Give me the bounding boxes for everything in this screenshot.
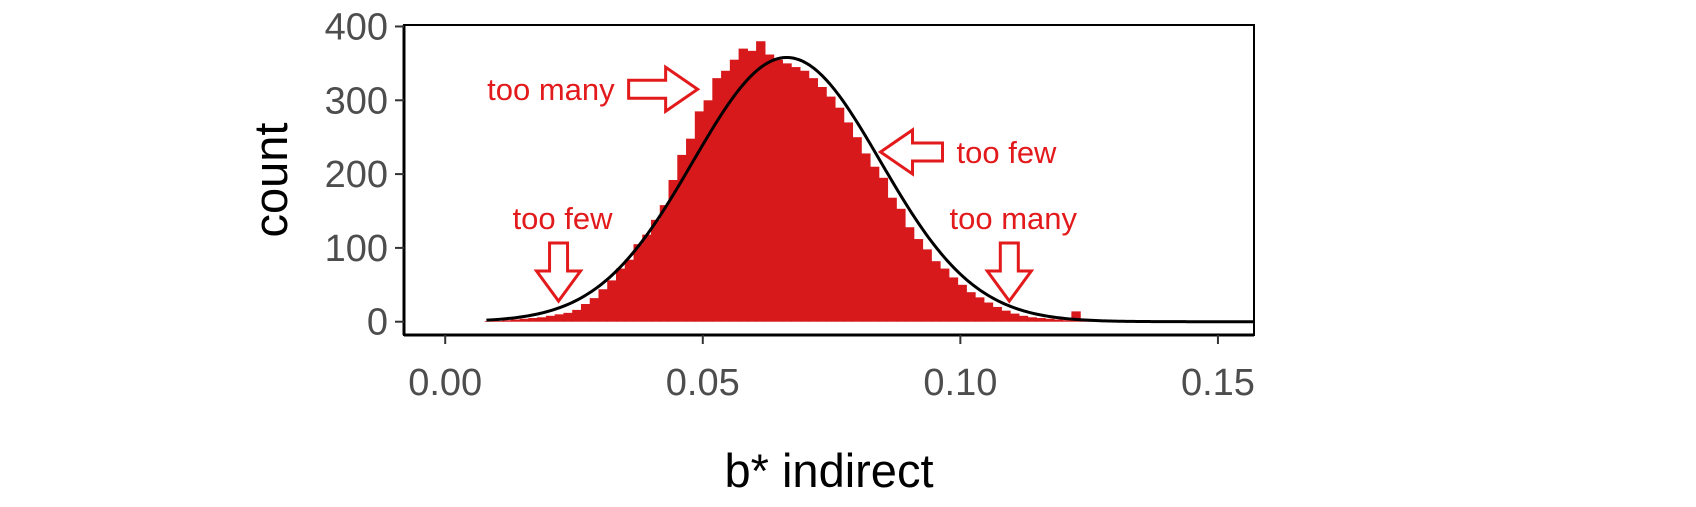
annotation-label: too few [957,135,1058,170]
histogram-bar [983,302,994,322]
y-tick-label: 100 [325,228,388,270]
histogram-bar [510,319,521,322]
histogram-bar [642,234,652,322]
histogram-bar [1062,320,1072,322]
x-axis-title: b* indirect [725,444,934,497]
histogram-bar [493,320,503,322]
histogram-bar [633,244,643,322]
histogram-bars [484,41,1099,322]
annotation-arrow [533,241,584,304]
histogram-bar [537,317,547,322]
annotation-arrow [984,241,1035,304]
histogram-bar [922,249,932,322]
histogram-bar [1027,317,1037,322]
histogram-bar [878,177,889,322]
histogram-bar [580,304,591,322]
histogram-bar [773,59,783,322]
y-ticks: 0 100 200 300 400 [325,6,404,344]
histogram-bar [1036,318,1046,322]
histogram-bar [791,67,801,322]
histogram-bar [694,111,705,322]
x-axis: 0.00 0.05 0.10 0.15 [404,333,1255,404]
x-tick-label: 0.00 [408,362,482,404]
histogram-bar [1053,319,1064,322]
x-tick-label: 0.10 [923,362,997,404]
histogram-bar [607,280,617,322]
histogram-bar [756,41,766,322]
histogram-bar [975,297,985,322]
annotation: too few [513,201,614,304]
histogram-bar [896,208,906,322]
histogram-bar [1001,310,1011,322]
histogram-bar [502,320,512,322]
histogram-bar [738,48,748,322]
histogram-bar [948,277,959,322]
x-tick-label: 0.15 [1181,362,1255,404]
annotation: too many [950,201,1078,304]
annotation-label: too few [513,201,614,236]
histogram-bar [913,239,924,322]
histogram-bar [615,268,626,322]
histogram-bar [887,197,897,322]
y-axis-title: count [244,123,297,238]
normal-curve [486,55,1254,324]
histogram-bar [563,312,573,322]
y-tick-label: 400 [325,6,388,48]
histogram-bar [598,289,608,322]
histogram-bar [843,122,854,322]
histogram-bar [782,63,792,322]
histogram-bar [817,87,827,322]
histogram-bar [747,50,757,322]
plot-panel [403,24,1255,336]
annotations: too many too few too few too many [487,64,1078,304]
histogram-bar [668,180,678,322]
histogram-bar [659,205,670,322]
histogram-bar [826,96,836,322]
annotation: too many [487,64,701,115]
annotation: too few [877,127,1058,177]
annotation-label: too many [950,201,1078,236]
annotation-arrow [627,64,701,115]
histogram-bar [834,107,845,322]
histogram-bar [764,54,775,322]
histogram-bar [1010,313,1020,322]
y-tick-label: 300 [325,80,388,122]
y-tick-label: 200 [325,154,388,196]
histogram-bar [861,153,871,322]
histogram-bar [966,292,976,322]
annotation-arrow [877,127,945,177]
histogram-bar [624,259,635,322]
histogram-bar [703,100,713,322]
histogram-bar [651,219,661,322]
histogram-bar [545,315,556,322]
histogram-bar [686,138,696,322]
histogram-bar [904,227,915,322]
histogram-bar [957,284,967,322]
histogram-bar [931,261,941,322]
histogram-bar [677,154,687,322]
x-tick-label: 0.05 [666,362,740,404]
histogram-bar [721,70,731,322]
histogram-bar [1018,315,1029,322]
histogram-bar [712,78,722,322]
annotation-label: too many [487,72,615,107]
histogram-bar [1071,311,1081,322]
histogram-bar [940,268,950,322]
histogram-bar [554,314,565,322]
histogram-bar [519,318,530,322]
y-tick-label: 0 [367,302,388,344]
x-ticks: 0.00 0.05 0.10 0.15 [408,335,1255,404]
histogram-bar [528,318,538,322]
histogram-bar [808,78,819,322]
histogram-bar [799,70,810,322]
histogram-bar [729,59,740,322]
histogram-bar [572,309,582,322]
histogram-bar [589,298,600,322]
histogram-bar [992,306,1002,322]
y-axis: 0 100 200 300 400 [325,6,406,344]
histogram-bar [1045,318,1055,322]
histogram-bar [869,166,880,322]
histogram-bar [852,137,862,322]
